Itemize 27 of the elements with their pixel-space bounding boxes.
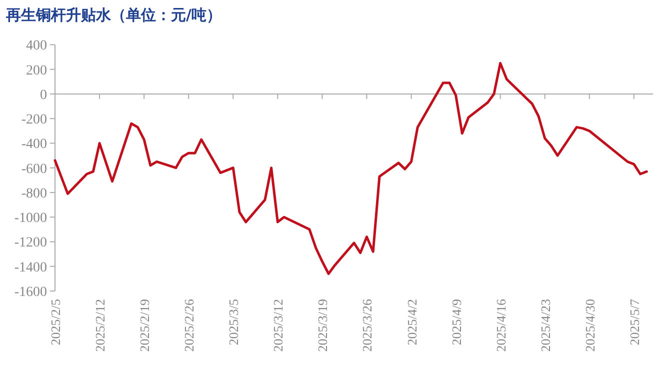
x-tick-label: 2025/2/19	[137, 299, 152, 352]
x-tick-label: 2025/4/30	[582, 299, 598, 352]
line-series	[54, 62, 648, 276]
x-tick-label: 2025/4/16	[493, 298, 508, 352]
y-tick-label: -400	[21, 137, 47, 152]
y-tick-label: -800	[21, 186, 47, 202]
x-tick-label: 2025/2/26	[182, 298, 197, 352]
x-tick-label: 2025/3/12	[270, 299, 286, 352]
y-tick-label: -1600	[14, 285, 47, 300]
y-tick-label: -200	[21, 112, 47, 128]
x-tick-label: 2025/3/19	[315, 299, 330, 352]
x-tick-label: 2025/4/2	[404, 299, 420, 346]
y-tick-label: -1400	[14, 260, 47, 276]
y-tick-label: -1200	[14, 236, 47, 251]
x-tick-label: 2025/3/5	[226, 299, 242, 346]
x-tick-label: 2025/3/26	[360, 298, 375, 352]
x-tick-label: 2025/4/9	[448, 299, 464, 346]
chart-title: 再生铜杆升贴水（单位：元/吨）	[5, 6, 222, 24]
x-tick-label: 2025/5/7	[626, 298, 642, 346]
y-tick-label: -600	[21, 162, 47, 177]
x-tick-label: 2025/2/12	[92, 299, 108, 352]
y-tick-label: 0	[40, 88, 47, 103]
x-tick-label: 2025/2/5	[48, 299, 63, 346]
x-tick-label: 2025/4/23	[538, 299, 553, 352]
y-tick-label: -1000	[14, 211, 47, 226]
y-tick-label: 200	[26, 63, 47, 78]
y-tick-label: 400	[26, 38, 47, 54]
